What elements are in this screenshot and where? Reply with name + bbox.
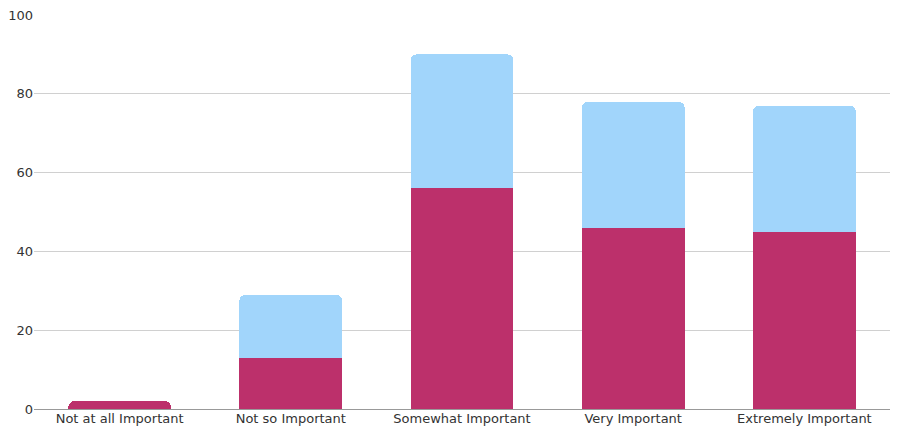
- svg-text:Very Important: Very Important: [584, 411, 682, 426]
- svg-text:80: 80: [16, 86, 33, 101]
- svg-text:60: 60: [16, 165, 33, 180]
- svg-text:Somewhat Important: Somewhat Important: [393, 411, 530, 426]
- svg-text:40: 40: [16, 244, 33, 259]
- svg-text:Extremely Important: Extremely Important: [737, 411, 872, 426]
- svg-text:100: 100: [8, 8, 33, 23]
- svg-text:0: 0: [25, 402, 33, 417]
- svg-text:20: 20: [16, 323, 33, 338]
- svg-text:Not at all Important: Not at all Important: [56, 411, 184, 426]
- svg-text:Not so Important: Not so Important: [236, 411, 346, 426]
